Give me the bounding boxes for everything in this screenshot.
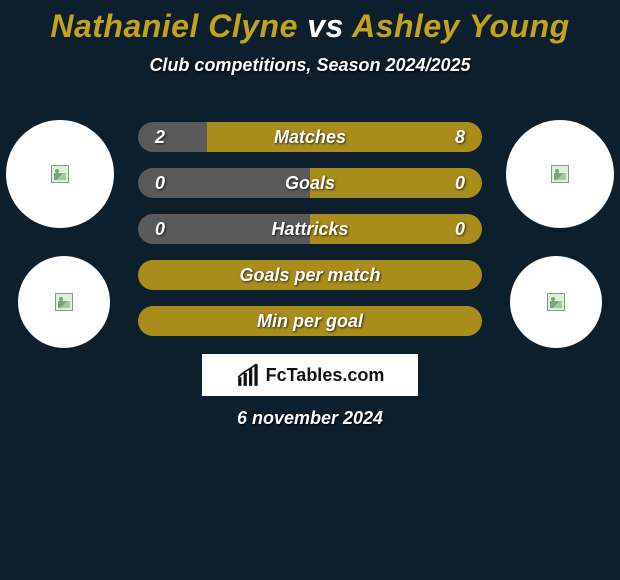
bar-row: Goals per match [138, 260, 482, 290]
title-player1: Nathaniel Clyne [50, 8, 298, 44]
bar-track [138, 260, 482, 290]
placeholder-image-icon [55, 293, 73, 311]
avatar-club1 [18, 256, 110, 348]
bar-row: Hattricks00 [138, 214, 482, 244]
placeholder-image-icon [51, 165, 69, 183]
bar-value-left: 0 [138, 214, 182, 244]
date-label: 6 november 2024 [0, 408, 620, 429]
avatar-player2 [506, 120, 614, 228]
avatar-club2 [510, 256, 602, 348]
bar-segment-right [138, 306, 482, 336]
watermark-text: FcTables.com [266, 365, 385, 386]
comparison-bars: Matches28Goals00Hattricks00Goals per mat… [138, 122, 482, 352]
placeholder-image-icon [547, 293, 565, 311]
chart-icon [236, 362, 262, 388]
subtitle: Club competitions, Season 2024/2025 [0, 55, 620, 76]
bar-track [138, 122, 482, 152]
bar-row: Min per goal [138, 306, 482, 336]
bar-track [138, 168, 482, 198]
bar-value-right: 0 [438, 168, 482, 198]
bar-segment-right [138, 260, 482, 290]
watermark: FcTables.com [202, 354, 418, 396]
avatar-player1 [6, 120, 114, 228]
bar-track [138, 214, 482, 244]
placeholder-image-icon [551, 165, 569, 183]
content-wrapper: Nathaniel Clyne vs Ashley Young Club com… [0, 0, 620, 580]
title-vs: vs [307, 8, 344, 44]
bar-value-right: 0 [438, 214, 482, 244]
bar-row: Goals00 [138, 168, 482, 198]
bar-row: Matches28 [138, 122, 482, 152]
page-title: Nathaniel Clyne vs Ashley Young [0, 8, 620, 45]
bar-value-left: 0 [138, 168, 182, 198]
bar-value-left: 2 [138, 122, 182, 152]
bar-value-right: 8 [438, 122, 482, 152]
bar-track [138, 306, 482, 336]
title-player2: Ashley Young [352, 8, 570, 44]
